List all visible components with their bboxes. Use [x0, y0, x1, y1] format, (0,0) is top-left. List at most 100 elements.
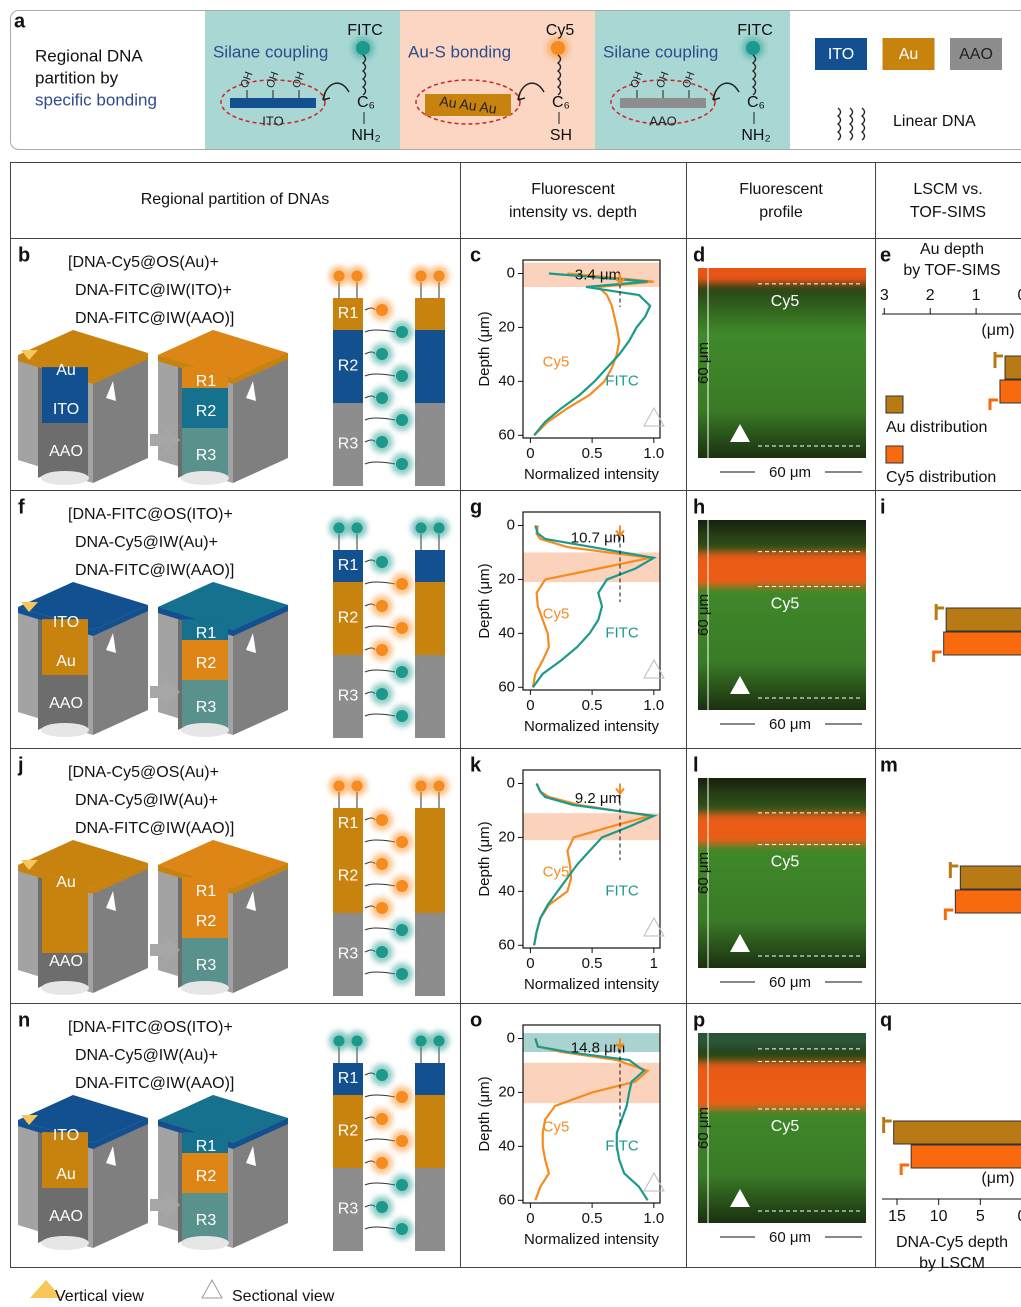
- y-tick-label: 20: [498, 570, 515, 587]
- legend-label: Vertical view: [55, 1288, 144, 1305]
- dye: [376, 644, 388, 656]
- dye: [376, 1069, 388, 1081]
- dye-label: Cy5: [546, 22, 575, 39]
- dye: [376, 814, 388, 826]
- column-header: Fluorescent: [531, 181, 615, 198]
- compare-unit: (μm): [981, 322, 1014, 339]
- dye: [396, 458, 408, 470]
- formula-line: [DNA-Cy5@OS(Au)+: [68, 764, 219, 781]
- dye: [334, 523, 345, 534]
- bar-hook: [936, 604, 944, 620]
- series-annotation: FITC: [605, 882, 638, 899]
- compare-title: Au depth: [920, 241, 984, 258]
- compare-tick-label: 3: [880, 287, 889, 304]
- region-label: R3: [196, 447, 217, 464]
- intro-text: partition by: [35, 68, 119, 87]
- y-tick-label: 60: [498, 426, 515, 443]
- dna-strand: [365, 1095, 395, 1097]
- formula-line: DNA-Cy5@IW(Au)+: [75, 1047, 218, 1064]
- region-label: R3: [196, 957, 217, 974]
- compare-title: by LSCM: [919, 1255, 985, 1272]
- channel-bottom: [41, 723, 89, 737]
- channel-bottom: [181, 981, 229, 995]
- dye: [434, 781, 445, 792]
- formula-line: DNA-FITC@IW(ITO)+: [75, 282, 232, 299]
- series-annotation: Cy5: [543, 605, 570, 622]
- region-label: R1: [196, 625, 217, 642]
- formula-line: DNA-FITC@IW(AAO)]: [75, 310, 234, 327]
- compare-tick-label: 0: [1018, 1208, 1021, 1225]
- compare-title: DNA-Cy5 depth: [896, 1234, 1008, 1251]
- profile-dye-label: Cy5: [771, 854, 800, 871]
- dna-strand: [365, 1139, 395, 1141]
- linear-dna-icon: [838, 108, 841, 140]
- y-tick-label: 40: [498, 1137, 515, 1154]
- dye: [416, 1036, 427, 1047]
- region-strip: [415, 582, 445, 655]
- bar-hook: [934, 652, 942, 662]
- y-tick-label: 0: [507, 1029, 515, 1046]
- profile-band: [688, 255, 876, 283]
- profile-band: [688, 1027, 876, 1049]
- layer-label: ITO: [53, 401, 79, 418]
- depth-bar: [1000, 380, 1021, 403]
- panel-letter: e: [880, 244, 891, 266]
- dye: [396, 836, 408, 848]
- layer-label: ITO: [53, 614, 79, 631]
- profile-image: [698, 520, 866, 710]
- dna-strand: [365, 840, 395, 842]
- formula-line: [DNA-FITC@OS(ITO)+: [68, 1019, 233, 1036]
- dye: [376, 436, 388, 448]
- profile-dye-label: Cy5: [771, 293, 800, 310]
- channel-bottom: [41, 1236, 89, 1250]
- depth-bar: [894, 1121, 1021, 1144]
- panel-letter: b: [18, 244, 30, 266]
- layer-label: AAO: [49, 695, 83, 712]
- bar-hook: [990, 400, 998, 410]
- compare-unit: (μm): [981, 1170, 1014, 1187]
- column-header: Fluorescent: [739, 181, 823, 198]
- end-group-label: NH₂: [351, 127, 380, 144]
- linear-dna-label: Linear DNA: [893, 113, 976, 130]
- dye: [352, 781, 363, 792]
- region-label: R2: [196, 1168, 217, 1185]
- region-strip: [415, 1095, 445, 1168]
- formula-line: DNA-Cy5@IW(Au)+: [75, 534, 218, 551]
- legend-swatch: [886, 446, 903, 463]
- x-tick-label: 0: [526, 697, 534, 714]
- region-strip: [415, 1168, 445, 1251]
- material-label: AAO: [959, 46, 993, 63]
- y-tick-label: 60: [498, 1191, 515, 1208]
- region-label: R2: [338, 610, 359, 627]
- panel-letter: d: [693, 244, 705, 266]
- column-header: Regional partition of DNAs: [141, 191, 330, 208]
- dye: [396, 1135, 408, 1147]
- dye: [376, 1201, 388, 1213]
- series-annotation: Cy5: [543, 353, 570, 370]
- depth-bar: [960, 866, 1021, 889]
- layer-label: Au: [56, 362, 76, 379]
- region-label: R1: [338, 1070, 359, 1087]
- intro-text: Regional DNA: [35, 46, 143, 65]
- y-tick-label: 0: [507, 264, 515, 281]
- dye: [396, 1091, 408, 1103]
- x-tick-label: 1.0: [643, 1210, 664, 1227]
- x-tick-label: 0: [526, 955, 534, 972]
- formula-line: DNA-FITC@IW(AAO)]: [75, 1075, 234, 1092]
- dye: [376, 902, 388, 914]
- sectional-marker: [644, 1173, 664, 1191]
- material-label: ITO: [828, 46, 854, 63]
- depth-bar: [955, 890, 1021, 913]
- panel-letter: j: [17, 754, 24, 776]
- depth-bar: [1005, 356, 1021, 379]
- panel-letter: f: [18, 496, 25, 518]
- dye: [334, 1036, 345, 1047]
- panel-letter: p: [693, 1009, 705, 1031]
- dye: [396, 622, 408, 634]
- bar-hook: [945, 910, 953, 920]
- column-header: profile: [759, 204, 803, 221]
- region-label: R2: [196, 655, 217, 672]
- panel-letter: o: [470, 1009, 482, 1031]
- region-strip: [415, 403, 445, 486]
- dna-strand: [365, 626, 395, 628]
